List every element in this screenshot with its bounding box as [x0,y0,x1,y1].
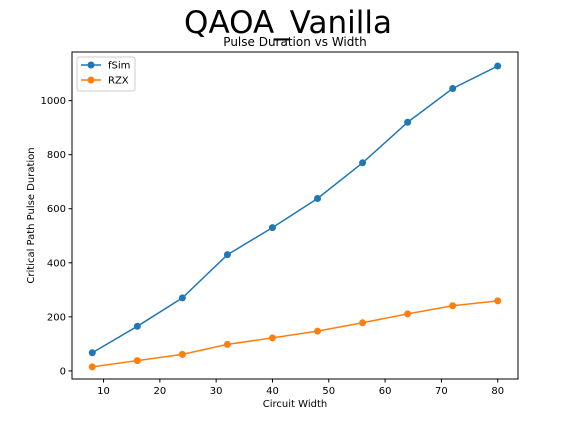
x-tick-label: 70 [435,386,448,397]
data-point-fsim [88,349,96,357]
series-line-fsim [91,65,499,354]
x-tick-label: 50 [322,386,335,397]
data-point-rzx [314,327,322,335]
y-tick-label: 800 [47,150,66,161]
y-axis-ticks: 0 200 400 600 800 1000 [41,96,72,377]
data-point-fsim [359,159,367,167]
data-point-fsim [133,322,141,330]
y-axis-label: Critical Path Pulse Duration [26,147,37,283]
legend-label-fsim: fSim [108,61,130,72]
legend-marker-fsim [87,61,95,69]
x-tick-label: 10 [97,386,110,397]
data-point-fsim [449,84,457,92]
data-point-fsim [494,62,502,70]
legend-marker-rzx [87,76,95,84]
x-tick-label: 20 [153,386,166,397]
chart-title: Pulse Duration vs Width [223,35,366,49]
data-point-rzx [268,334,276,342]
series-line-rzx [92,300,498,368]
data-point-rzx [359,319,367,327]
plot-frame [71,51,519,380]
x-tick-label: 40 [266,386,279,397]
y-tick-label: 1000 [41,96,66,107]
data-point-rzx [88,363,96,371]
legend-label-rzx: RZX [108,76,129,87]
x-axis-ticks: 10 20 30 40 50 60 70 80 [97,379,504,397]
data-point-fsim [223,251,231,259]
y-tick-label: 600 [47,204,66,215]
data-point-fsim [314,194,322,202]
y-tick-label: 0 [60,366,66,377]
data-point-rzx [178,350,186,358]
y-tick-label: 200 [47,312,66,323]
x-tick-label: 80 [491,386,504,397]
legend: fSim RZX [76,56,136,92]
x-tick-label: 60 [379,386,392,397]
data-point-fsim [404,118,412,126]
data-point-rzx [133,357,141,365]
series-layer [88,62,502,371]
data-point-fsim [178,294,186,302]
data-point-rzx [223,340,231,348]
data-point-rzx [449,302,457,310]
data-point-rzx [494,297,502,305]
x-axis-label: Circuit Width [263,399,327,410]
y-tick-label: 400 [47,258,66,269]
x-tick-label: 30 [210,386,223,397]
data-point-fsim [268,224,276,232]
chart-suptitle: QAOA_Vanilla [184,5,392,41]
data-point-rzx [404,310,412,318]
